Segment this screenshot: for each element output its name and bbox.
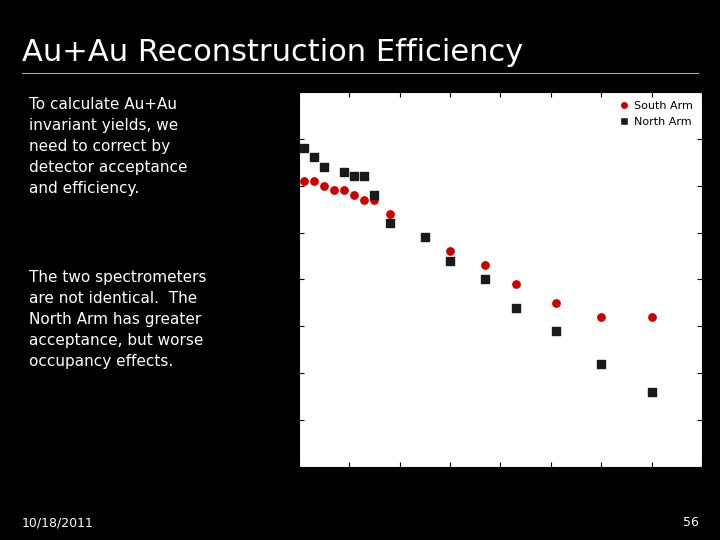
Point [338,167,350,176]
Point [318,181,330,190]
Point [298,177,310,185]
Point [480,261,491,269]
Point [384,210,395,218]
Point [419,233,431,241]
Point [510,303,521,312]
Legend: South Arm, North Arm: South Arm, North Arm [616,97,696,131]
Point [384,219,395,227]
Point [308,177,320,185]
Point [318,163,330,171]
Point [298,144,310,152]
Point [348,191,360,199]
Point [369,195,380,204]
Point [480,275,491,284]
Point [550,327,562,335]
Point [646,388,657,396]
Point [550,299,562,307]
Point [444,256,456,265]
Point [595,313,607,321]
X-axis label: $N_{part}$: $N_{part}$ [485,485,516,502]
Point [359,195,370,204]
Point [595,360,607,368]
Point [369,191,380,199]
Text: To calculate Au+Au
invariant yields, we
need to correct by
detector acceptance
a: To calculate Au+Au invariant yields, we … [29,97,187,196]
Text: The two spectrometers
are not identical.  The
North Arm has greater
acceptance, : The two spectrometers are not identical.… [29,270,207,369]
Point [348,172,360,180]
Text: 10/18/2011: 10/18/2011 [22,516,94,529]
Point [510,280,521,288]
Text: Au+Au Reconstruction Efficiency: Au+Au Reconstruction Efficiency [22,38,523,67]
Point [444,247,456,255]
Point [419,233,431,241]
Text: 56: 56 [683,516,698,529]
Point [359,172,370,180]
Text: $A\!\times\!\varepsilon$: $A\!\times\!\varepsilon$ [246,80,272,92]
Point [646,313,657,321]
Point [328,186,340,194]
Point [338,186,350,194]
Point [308,153,320,162]
